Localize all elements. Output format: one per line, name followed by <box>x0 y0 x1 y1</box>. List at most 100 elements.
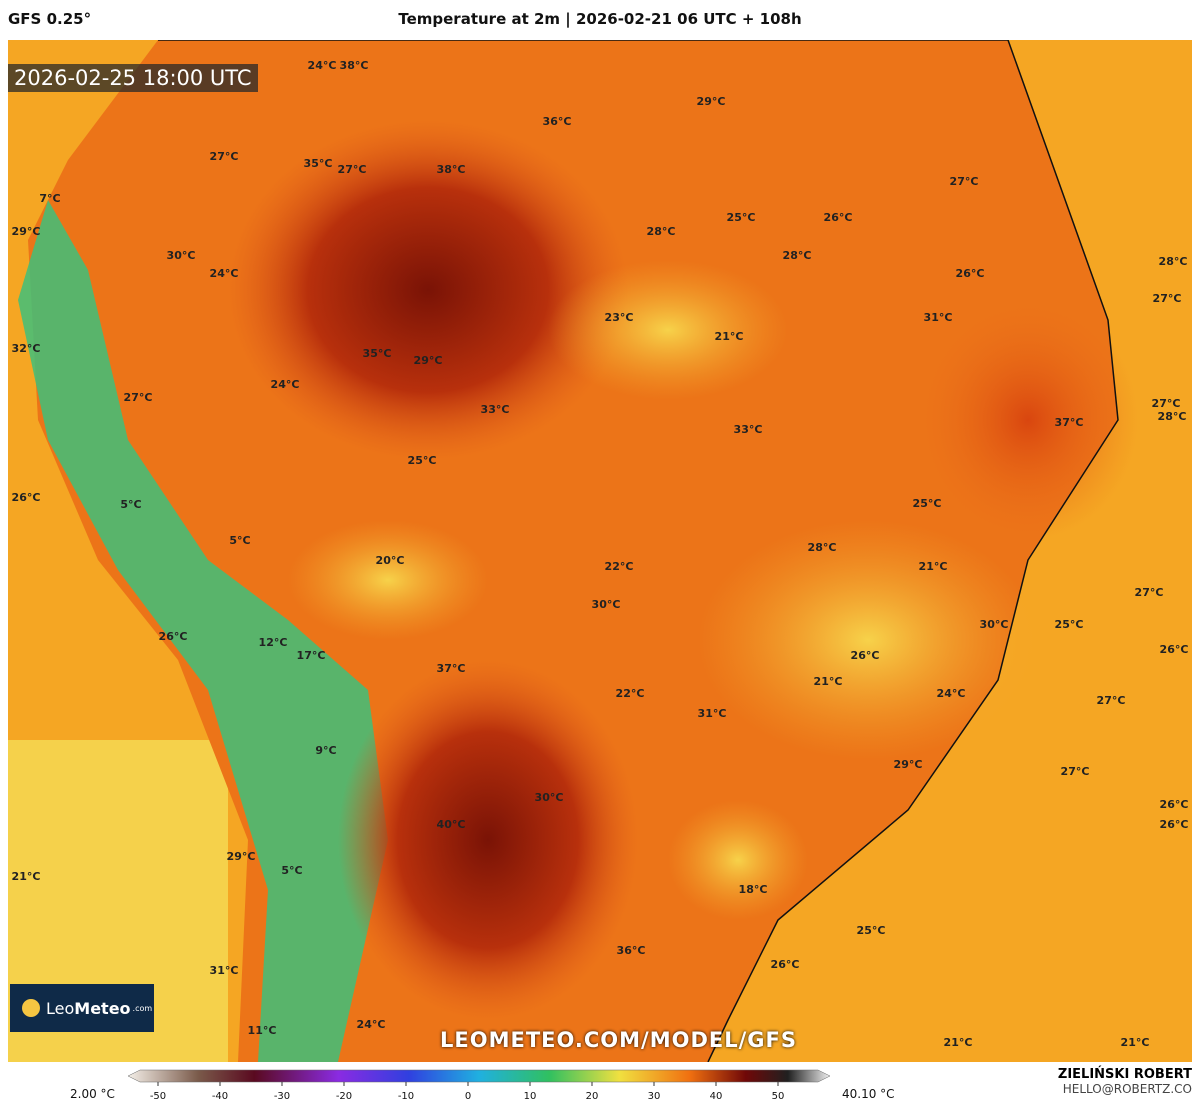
email: HELLO@ROBERTZ.CO <box>1062 1082 1192 1096</box>
temperature-label: 17°C <box>297 649 326 662</box>
temperature-label: 33°C <box>481 403 510 416</box>
temperature-label: 27°C <box>124 391 153 404</box>
temperature-label: 26°C <box>1160 643 1189 656</box>
model-name: GFS 0.25° <box>8 10 92 28</box>
temperature-label: 24°C <box>937 687 966 700</box>
temperature-label: 38°C <box>437 163 466 176</box>
colorbar-tick-label: -40 <box>212 1091 228 1102</box>
temperature-labels: 24°C 38°C36°C29°C27°C35°C 27°C 38°C27°C7°C2… <box>12 59 1189 1049</box>
temperature-label: 26°C <box>824 211 853 224</box>
temperature-label: 25°C <box>408 454 437 467</box>
temperature-label: 36°C <box>617 944 646 957</box>
temperature-label: 21°C <box>814 675 843 688</box>
logo: Leo Meteo .com <box>10 984 154 1032</box>
temperature-label: 37°C <box>437 662 466 675</box>
watermark: LEOMETEO.COM/MODEL/GFS <box>440 1028 797 1052</box>
hot-region <box>338 660 638 1020</box>
temperature-label: 9°C <box>315 744 336 757</box>
temperature-label: 31°C <box>698 707 727 720</box>
temperature-label: 25°C <box>857 924 886 937</box>
temperature-label: 29°C <box>697 95 726 108</box>
temperature-label: 27°C <box>1153 292 1182 305</box>
colorbar-tick-label: -10 <box>398 1091 414 1102</box>
temperature-label: 38°C <box>340 59 369 72</box>
temperature-label: 26°C <box>159 630 188 643</box>
temperature-label: 28°C <box>647 225 676 238</box>
temperature-label: 35°C <box>363 347 392 360</box>
temperature-label: 18°C <box>739 883 768 896</box>
temperature-label: 26°C <box>12 491 41 504</box>
hot-region <box>228 120 628 460</box>
colorbar-min: 2.00 °C <box>70 1087 115 1101</box>
mild-region <box>548 260 788 400</box>
temperature-label: 21°C <box>1121 1036 1150 1049</box>
mild-region <box>668 800 808 920</box>
colorbar-tick-label: 20 <box>586 1091 599 1102</box>
logo-meteo: Meteo <box>74 998 131 1018</box>
temperature-label: 25°C <box>1055 618 1084 631</box>
colorbar-tick-label: -20 <box>336 1091 352 1102</box>
mild-region <box>698 520 1038 760</box>
colorbar-tick-label: 10 <box>524 1091 537 1102</box>
map-title: Temperature at 2m | 2026-02-21 06 UTC + … <box>398 10 802 28</box>
map: 24°C 38°C36°C29°C27°C35°C 27°C 38°C27°C7°C2… <box>8 40 1192 1062</box>
temperature-label: 30°C <box>980 618 1009 631</box>
temperature-label: 27°C <box>210 150 239 163</box>
temperature-label: 29°C <box>414 354 443 367</box>
temperature-label: 30°C <box>592 598 621 611</box>
temperature-label: 27°C <box>338 163 367 176</box>
temperature-label: 5°C <box>281 864 302 877</box>
credit: ZIELIŃSKI ROBERT HELLO@ROBERTZ.CO <box>1058 1067 1192 1096</box>
temperature-label: 21°C <box>12 870 41 883</box>
temperature-label: 29°C <box>227 850 256 863</box>
temperature-label: 7°C <box>39 192 60 205</box>
temperature-label: 26°C <box>956 267 985 280</box>
temperature-label: 27°C <box>1135 586 1164 599</box>
colorbar-tick-label: 30 <box>648 1091 661 1102</box>
colorbar-tick-label: -30 <box>274 1091 290 1102</box>
temperature-label: 24°C <box>308 59 337 72</box>
temperature-label: 32°C <box>12 342 41 355</box>
colorbar-tick-label: 50 <box>772 1091 785 1102</box>
temperature-label: 31°C <box>924 311 953 324</box>
coastline <box>158 40 1119 1062</box>
temperature-label: 12°C <box>259 636 288 649</box>
temperature-label: 21°C <box>944 1036 973 1049</box>
valid-time: 2026-02-25 18:00 UTC <box>8 64 258 92</box>
temperature-label: 27°C <box>1152 397 1181 410</box>
temperature-label: 23°C <box>605 311 634 324</box>
temperature-label: 5°C <box>229 534 250 547</box>
temperature-label: 22°C <box>616 687 645 700</box>
temperature-label: 5°C <box>120 498 141 511</box>
temperature-label: 24°C <box>210 267 239 280</box>
colorbar-scale <box>127 1069 831 1083</box>
temperature-label: 25°C <box>913 497 942 510</box>
temperature-label: 26°C <box>771 958 800 971</box>
temperature-label: 27°C <box>950 175 979 188</box>
colorbar-max: 40.10 °C <box>842 1087 895 1101</box>
warm-region <box>918 300 1138 540</box>
temperature-label: 24°C <box>357 1018 386 1031</box>
temperature-label: 27°C <box>1061 765 1090 778</box>
temperature-label: 28°C <box>783 249 812 262</box>
author: ZIELIŃSKI ROBERT <box>1057 1067 1192 1082</box>
temperature-label: 36°C <box>543 115 572 128</box>
temperature-label: 21°C <box>715 330 744 343</box>
temperature-label: 27°C <box>1097 694 1126 707</box>
temperature-label: 25°C <box>727 211 756 224</box>
temperature-label: 30°C <box>535 791 564 804</box>
temperature-label: 21°C <box>919 560 948 573</box>
logo-suffix: .com <box>132 1003 153 1013</box>
logo-leo: Leo <box>46 998 75 1018</box>
temperature-label: 29°C <box>894 758 923 771</box>
temperature-label: 28°C <box>1158 410 1187 423</box>
temperature-label: 35°C <box>304 157 333 170</box>
temperature-label: 26°C <box>1160 798 1189 811</box>
mild-region <box>288 520 488 640</box>
temperature-label: 26°C <box>851 649 880 662</box>
colorbar-tick-label: 40 <box>710 1091 723 1102</box>
temperature-label: 28°C <box>808 541 837 554</box>
colorbar: -50 -40 -30 -20 -10 0 10 20 30 40 50 <box>127 1069 831 1102</box>
temperature-label: 26°C <box>1160 818 1189 831</box>
